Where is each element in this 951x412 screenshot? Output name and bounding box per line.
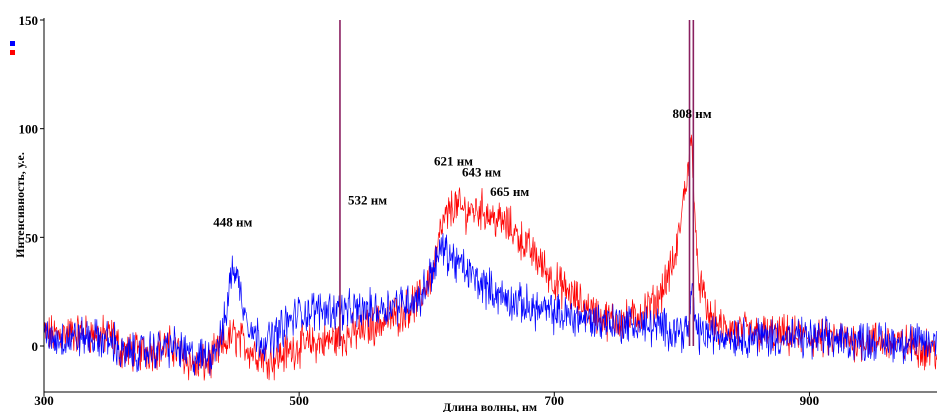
y-axis-title: Интенсивность, у.е. — [13, 152, 27, 258]
y-tick-label-0: 0 — [32, 339, 39, 354]
peak-label-5: 808 нм — [673, 106, 712, 121]
y-tick-label-50: 50 — [25, 230, 38, 245]
y-tick-label-100: 100 — [19, 122, 39, 137]
x-tick-label-500: 500 — [289, 393, 309, 408]
x-tick-label-900: 900 — [800, 393, 820, 408]
peak-label-3: 643 нм — [462, 164, 501, 179]
peak-label-1: 532 нм — [348, 193, 387, 208]
y-tick-label-150: 150 — [19, 13, 39, 28]
peak-label-2: 621 нм — [434, 154, 473, 169]
series-line-0 — [44, 233, 937, 376]
legend-swatch-red — [10, 50, 15, 55]
legend-swatch-blue — [10, 41, 15, 46]
peak-label-0: 448 нм — [213, 214, 252, 229]
peak-label-4: 665 нм — [490, 184, 529, 199]
x-axis-title: Длина волны, нм — [443, 400, 537, 412]
x-tick-label-300: 300 — [34, 393, 54, 408]
x-tick-label-700: 700 — [545, 393, 565, 408]
